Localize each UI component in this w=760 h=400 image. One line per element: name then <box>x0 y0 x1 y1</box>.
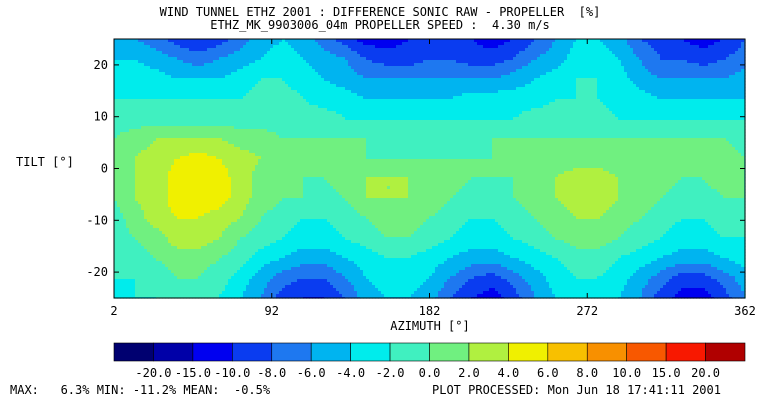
contour-fill <box>114 39 746 299</box>
contour-plot: 20100-10-202 92 182 272 362-20.0 -15.0 -10.0 -8… <box>0 0 760 400</box>
